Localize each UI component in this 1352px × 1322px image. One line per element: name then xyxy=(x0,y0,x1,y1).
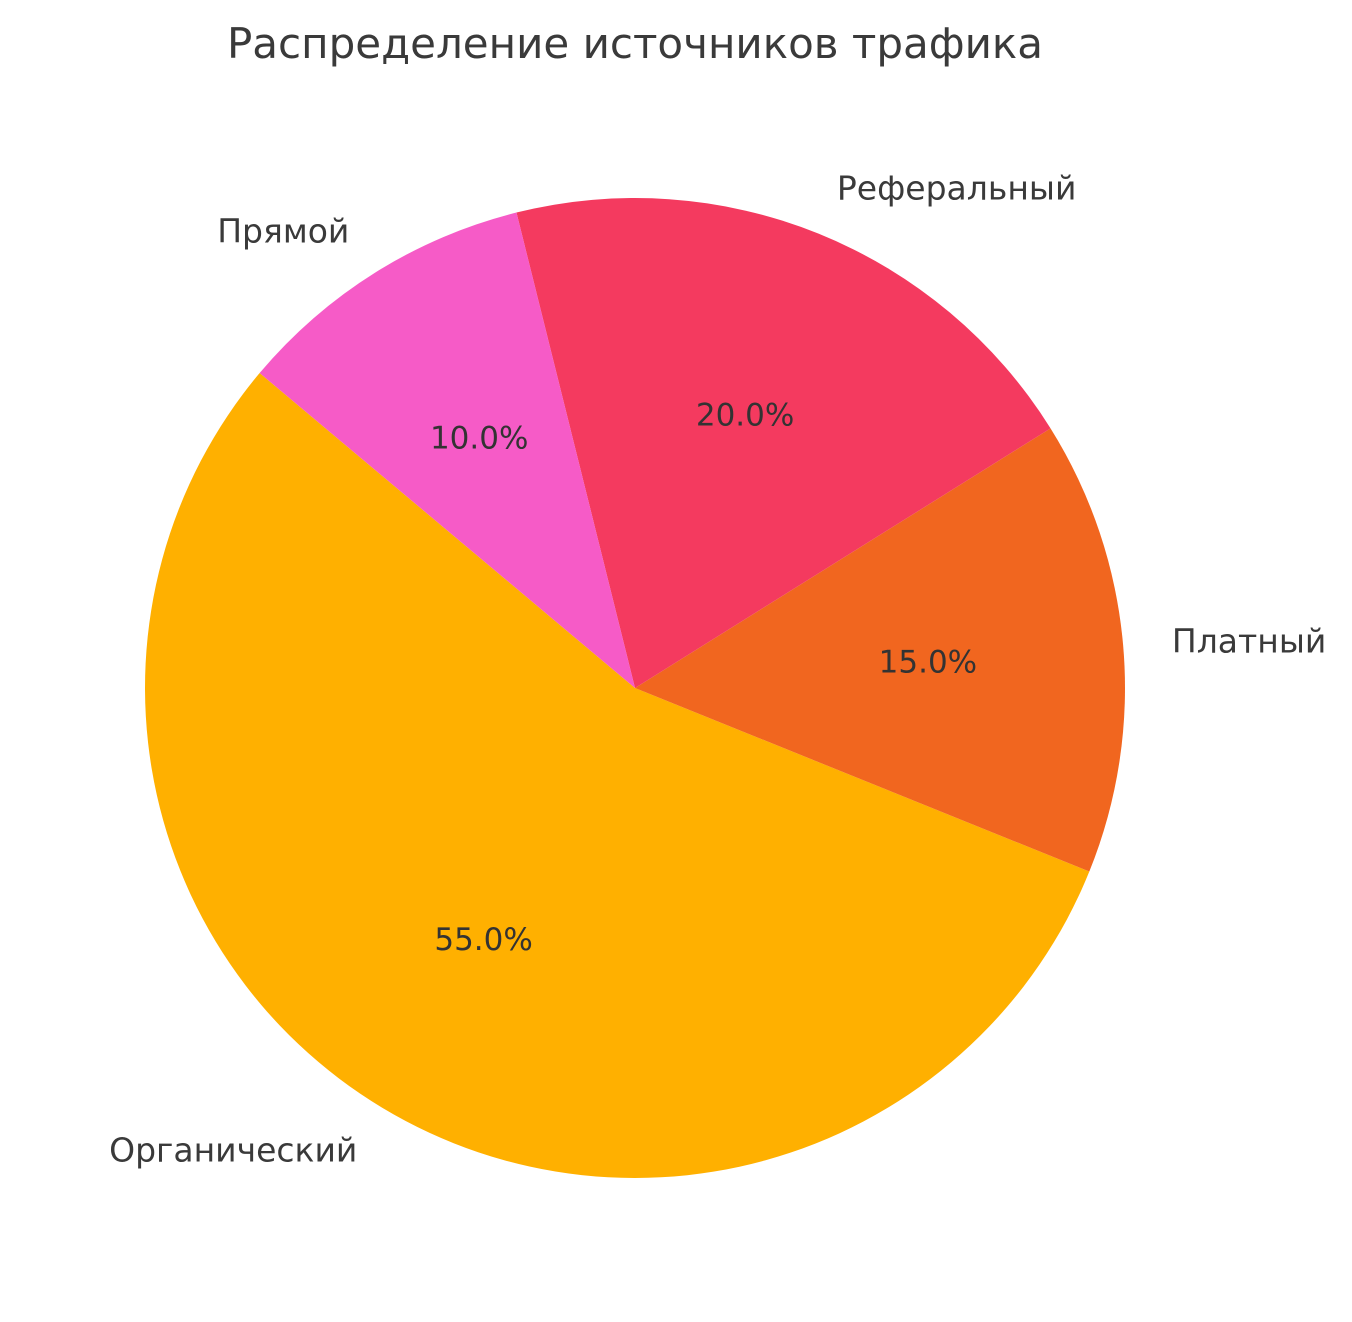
pie-slice-3 xyxy=(259,212,635,688)
pie-slice-0 xyxy=(145,373,1090,1178)
pie-slice-2 xyxy=(516,198,1051,688)
slice-label: Органический xyxy=(109,1131,357,1170)
slice-percent-label: 10.0% xyxy=(430,421,528,457)
chart-title: Распределение источников трафика xyxy=(227,19,1043,68)
slice-label: Прямой xyxy=(217,211,349,250)
slice-percent-label: 20.0% xyxy=(696,397,794,433)
pie-slice-1 xyxy=(635,428,1125,872)
pie-slices xyxy=(145,198,1125,1178)
slice-percent-label: 15.0% xyxy=(879,644,977,680)
slice-label: Реферальный xyxy=(837,169,1077,208)
pie-labels: 55.0% Органический 15.0% Платный 20.0% Рефера… xyxy=(109,169,1326,1170)
slice-label: Платный xyxy=(1172,622,1326,661)
slice-percent-label: 55.0% xyxy=(434,922,532,958)
